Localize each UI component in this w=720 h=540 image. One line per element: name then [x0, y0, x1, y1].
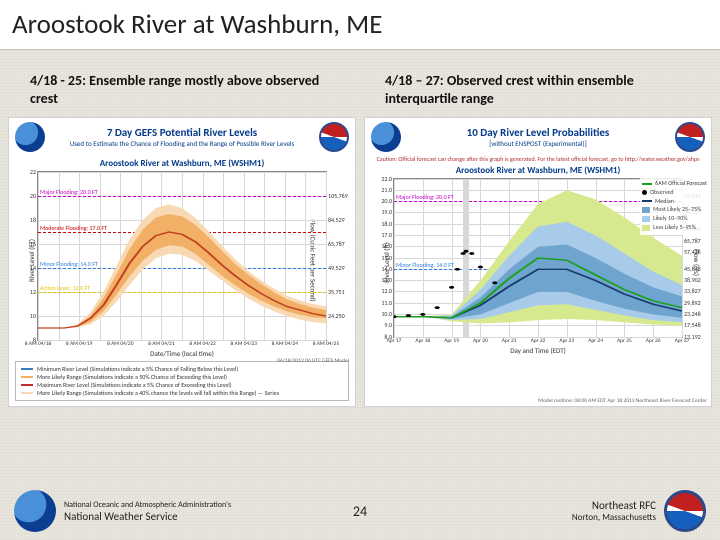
chart-right-subtitle: [without ENSPOST (Experimental)] — [407, 139, 669, 148]
chart-right-location: Aroostook River at Washburn, ME (WSHM1) — [365, 165, 711, 176]
footer-right: Northeast RFC Norton, Massachusetts — [572, 490, 706, 532]
footer-org-line2: National Weather Service — [64, 510, 231, 523]
chart-left-header: 7 Day GEFS Potential River Levels Used t… — [9, 118, 355, 156]
nws-logo-icon — [664, 490, 706, 532]
chart-right-xlabel: Day and Time (EDT) — [510, 346, 566, 355]
chart-left-plot: River Level (FT) Flow (Cubic Feet per Se… — [37, 171, 327, 341]
chart-right-caution: Caution: Official forecast can change af… — [365, 156, 711, 163]
charts-row: 7 Day GEFS Potential River Levels Used t… — [0, 117, 720, 407]
chart-right-header: 10 Day River Level Probabilities [withou… — [365, 118, 711, 156]
noaa-logo-icon — [15, 122, 45, 152]
slide-number: 24 — [353, 503, 367, 520]
page-title: Aroostook River at Washburn, ME — [12, 8, 708, 41]
chart-left-subtitle: Used to Estimate the Chance of Flooding … — [51, 139, 313, 148]
footer-office-line2: Norton, Massachusetts — [572, 512, 656, 523]
nws-logo-icon — [675, 122, 705, 152]
title-bar: Aroostook River at Washburn, ME — [0, 0, 720, 50]
caption-right: 4/18 – 27: Observed crest within ensembl… — [385, 72, 700, 107]
chart-left-xlabel: Date/Time (local time) — [150, 349, 214, 358]
footer-left: National Oceanic and Atmospheric Adminis… — [14, 490, 231, 532]
chart-left-legend: Minimum River Level (Simulations indicat… — [15, 361, 349, 401]
nws-logo-icon — [319, 122, 349, 152]
chart-left-issue-note: 04/18/2013 06 UTC GEFS Model — [277, 358, 349, 364]
captions-row: 4/18 - 25: Ensemble range mostly above o… — [0, 50, 720, 117]
footer-org-line1: National Oceanic and Atmospheric Adminis… — [64, 500, 231, 510]
caption-left: 4/18 - 25: Ensemble range mostly above o… — [30, 72, 345, 107]
chart-left-title: 7 Day GEFS Potential River Levels — [51, 126, 313, 139]
chart-left-location: Aroostook River at Washburn, ME (WSHM1) — [9, 158, 355, 169]
chart-right-runtime: Model runtime: 08:00 AM EDT Apr 18 2013 … — [538, 398, 707, 404]
chart-left: 7 Day GEFS Potential River Levels Used t… — [8, 117, 356, 407]
noaa-logo-icon — [371, 122, 401, 152]
chart-right-title: 10 Day River Level Probabilities — [407, 126, 669, 139]
footer: National Oceanic and Atmospheric Adminis… — [0, 482, 720, 540]
chart-right-legend: 6AM Official ForecastObservedMedianMost … — [640, 178, 709, 235]
chart-right: 10 Day River Level Probabilities [withou… — [364, 117, 712, 407]
noaa-logo-icon — [14, 490, 56, 532]
footer-office-line1: Northeast RFC — [572, 499, 656, 512]
